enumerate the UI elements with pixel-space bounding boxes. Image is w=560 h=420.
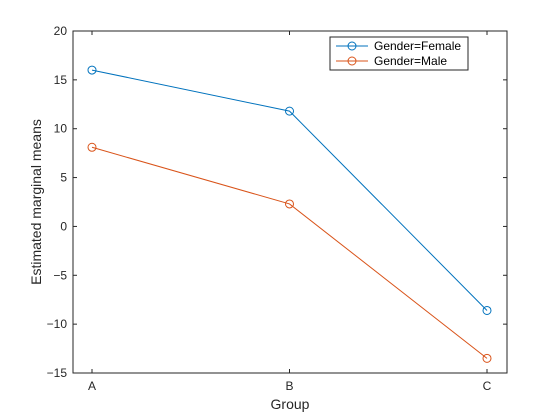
data-point — [482, 353, 492, 363]
series-line — [91, 69, 488, 311]
y-tick-label: −5 — [53, 268, 67, 282]
data-point — [285, 106, 294, 116]
x-axis-label: Group — [271, 396, 310, 412]
x-tick-label: A — [88, 379, 96, 393]
data-point — [285, 199, 294, 209]
x-axis: A B C — [88, 31, 492, 393]
series-line — [91, 146, 488, 359]
y-tick-label: 15 — [54, 73, 68, 87]
legend-marker — [347, 41, 357, 51]
plot-frame — [72, 30, 508, 374]
y-tick-label: 5 — [60, 171, 67, 185]
y-axis: −15 −10 −5 0 5 10 15 20 — [47, 24, 507, 380]
plot-area — [72, 30, 508, 374]
data-point — [87, 142, 97, 152]
legend-label: Gender=Male — [374, 54, 447, 68]
y-tick-label: 20 — [54, 24, 68, 38]
y-axis-label: Estimated marginal means — [28, 119, 44, 285]
x-tick-label: B — [285, 379, 293, 393]
y-tick-label: 10 — [54, 122, 68, 136]
y-tick-label: −10 — [47, 317, 68, 331]
y-tick-label: −15 — [47, 366, 68, 380]
x-tick-label: C — [483, 379, 492, 393]
y-tick-label: 0 — [60, 219, 67, 233]
data-point — [87, 65, 97, 75]
series-layer — [87, 65, 492, 363]
legend-label: Gender=Female — [374, 39, 461, 53]
data-point — [482, 305, 492, 315]
legend-marker — [347, 56, 357, 66]
